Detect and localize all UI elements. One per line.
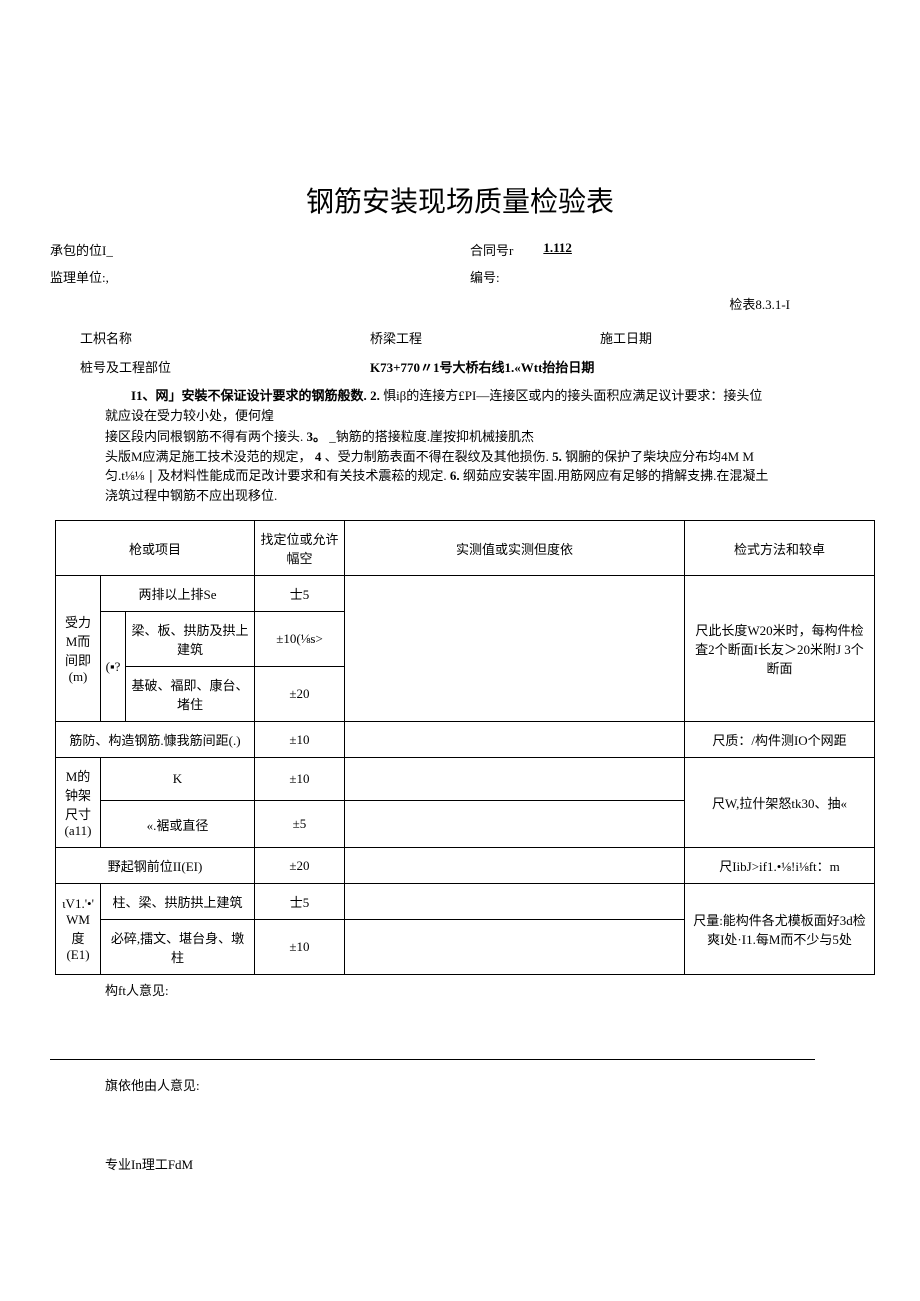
desc-t5: 、受力制筋表面不得在裂纹及其他损伤. [325,449,549,464]
cell-item: K [101,758,255,801]
cell-spec: ±20 [255,667,345,722]
date-label: 施工日期 [600,328,652,347]
cell-item: 两排以上排Se [101,576,255,612]
table-row: 筋防、构造钢筋.慷我筋间距(.) ±10 尺质：/构件测IO个网距 [56,722,875,758]
cell-spec: ±20 [255,848,345,884]
desc-b6: 6. [450,468,460,483]
cell-subgroup: (▪? [101,612,126,722]
cell-method: 尺质：/构件测IO个网距 [685,722,875,758]
cell-item: 野起钢前位II(EI) [56,848,255,884]
cell-item: «.裾或直径 [101,801,255,848]
station-value: K73+770〃1号大桥右线1.«Wtt抬抬日期 [370,357,594,376]
header-row-2: 监理单位:, 编号: [50,267,870,286]
cell-spec: 士5 [255,576,345,612]
cell-item: 基破、福即、康台、堵住 [126,667,255,722]
th-spec: 找定位或允许幅空 [255,521,345,576]
contract-number: 1.112 [543,240,572,259]
divider [50,1059,815,1060]
header-row-1: 承包的位I_ 合同号r 1.112 [50,240,870,259]
opinion-1: 构ft人意见: [105,980,870,999]
cell-item: 筋防、构造钢筋.慷我筋间距(.) [56,722,255,758]
cell-measure [345,920,685,975]
th-method: 检式方法和较卓 [685,521,875,576]
info-row-2: 桩号及工程部位 K73+770〃1号大桥右线1.«Wtt抬抬日期 [50,357,870,376]
cell-group-1: 受力M而间即(m) [56,576,101,722]
desc-b4: 4 [315,449,322,464]
station-label: 桩号及工程部位 [80,357,370,376]
cell-measure [345,758,685,801]
desc-t2: 接区段内同根钢筋不得有两个接头. [105,429,303,444]
table-row: M的钟架尺寸(a11) K ±10 尺W,拉什架怒tk30、抽« [56,758,875,801]
table-row: 受力M而间即(m) 两排以上排Se 士5 尺此长度W20米时，每构件检査2个断面… [56,576,875,612]
cell-spec: ±10 [255,920,345,975]
cell-group-3: ιV1.'•' WM度(E1) [56,884,101,975]
cell-spec: ±10 [255,758,345,801]
footer-section: 构ft人意见: 旗依他由人意见: 专业In理工FdM [50,980,870,1173]
info-row-1: 工枳名称 桥梁工程 施工日期 [50,328,870,347]
inspection-table: 枪或项目 找定位或允许幅空 实测值或实测但度依 检式方法和较卓 受力M而间即(m… [55,520,875,975]
contractor-label: 承包的位I_ [50,240,470,259]
th-item: 枪或项目 [56,521,255,576]
description-block: I1、网」安裝不保证设计要求的钢筋般数. 2. 惧iβ的连接方£PI—连接区或内… [50,386,870,505]
desc-t3: _钠筋的搭接粒度.崖按抑机械接肌杰 [329,429,534,444]
cell-measure [345,884,685,920]
project-name-label: 工枳名称 [80,328,370,347]
desc-b1: I1、网」安裝不保证设计要求的钢筋般数. [131,388,367,403]
form-code: 检表8.3.1-I [50,294,870,313]
cell-item: 必碎,擂文、堪台身、墩柱 [101,920,255,975]
desc-t7: 匀.t⅛⅛ ∣ 及材料性能成而足改计要求和有关技术震菘的规定. [105,468,447,483]
desc-b2: 2. [370,388,380,403]
serial-label: 编号: [470,267,500,286]
table-header-row: 枪或项目 找定位或允许幅空 实测值或实测但度依 检式方法和较卓 [56,521,875,576]
cell-item: 梁、板、拱肪及拱上建筑 [126,612,255,667]
page-title: 钢筋安装现场质量检验表 [50,180,870,220]
desc-t4: 头版M应满足施工技术没范的规定， [105,449,312,464]
signature-line: 专业In理工FdM [105,1154,870,1173]
contract-label: 合同号r [470,240,513,259]
table-row: 野起钢前位II(EI) ±20 尺IibJ>if1.•⅛!i⅛ft：m [56,848,875,884]
desc-b3: 3。 [307,429,327,444]
cell-method: 尺量:能构件各尤模板面好3d检爽I处·I1.每M而不少与5处 [685,884,875,975]
cell-item: 柱、梁、拱肪拱上建筑 [101,884,255,920]
cell-measure [345,576,685,722]
cell-method: 尺W,拉什架怒tk30、抽« [685,758,875,848]
cell-measure [345,801,685,848]
table-row: ιV1.'•' WM度(E1) 柱、梁、拱肪拱上建筑 士5 尺量:能构件各尤模板… [56,884,875,920]
desc-t6: 钢腑的保护了柴块应分布均4M M [565,449,754,464]
cell-method: 尺此长度W20米时，每构件检査2个断面I长友＞20米附J 3个断面 [685,576,875,722]
cell-spec: 士5 [255,884,345,920]
supervisor-label: 监理单位:, [50,267,470,286]
cell-spec: ±10 [255,722,345,758]
opinion-2: 旗依他由人意见: [105,1075,870,1094]
desc-b5: 5. [552,449,562,464]
cell-group-2: M的钟架尺寸(a11) [56,758,101,848]
cell-spec: ±5 [255,801,345,848]
cell-spec: ±10(⅛s> [255,612,345,667]
th-measure: 实测值或实测但度依 [345,521,685,576]
project-name: 桥梁工程 [370,328,600,347]
cell-method: 尺IibJ>if1.•⅛!i⅛ft：m [685,848,875,884]
cell-measure [345,848,685,884]
cell-measure [345,722,685,758]
